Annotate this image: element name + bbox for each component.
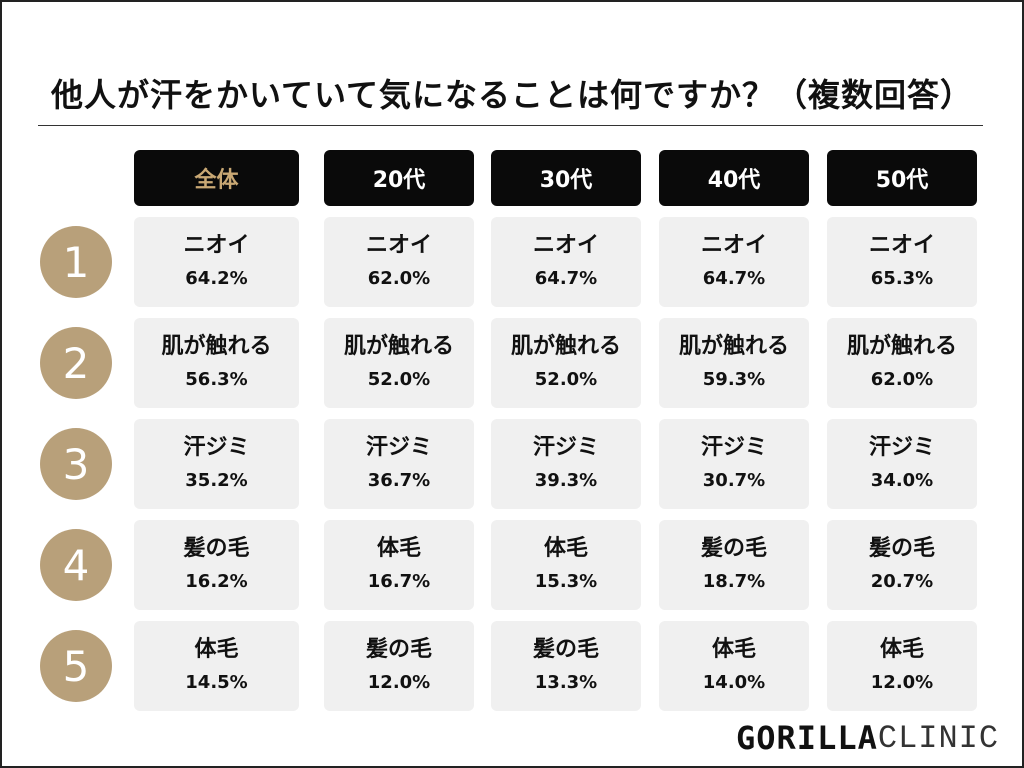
cell-percentage: 52.0% [534,369,598,390]
table-cell: ニオイ 65.3% [827,217,977,307]
table-cell: ニオイ 64.7% [659,217,809,307]
cell-label: 髪の毛 [365,637,432,662]
cell-percentage: 14.0% [702,672,766,693]
table-cell: ニオイ 64.7% [491,217,641,307]
cell-percentage: 18.7% [702,571,766,592]
cell-label: 体毛 [711,637,756,662]
rank-badge-1: 1 [40,226,112,298]
column-header-3: 40代 [659,150,809,206]
cell-label: 体毛 [194,637,239,662]
table-cell: 汗ジミ 30.7% [659,419,809,509]
cell-percentage: 62.0% [870,369,934,390]
rank-badge-5: 5 [40,630,112,702]
table-cell: 体毛 12.0% [827,621,977,711]
rank-badge-3: 3 [40,428,112,500]
cell-label: 体毛 [376,536,421,561]
table-cell: 髪の毛 18.7% [659,520,809,610]
table-cell: ニオイ 64.2% [134,217,299,307]
column-header-1: 20代 [324,150,474,206]
cell-percentage: 62.0% [367,268,431,289]
cell-percentage: 52.0% [367,369,431,390]
cell-percentage: 39.3% [534,470,598,491]
logo-text-bold: GORILLA [736,719,878,757]
table-cell: 髪の毛 16.2% [134,520,299,610]
table-cell: 肌が触れる 59.3% [659,318,809,408]
cell-percentage: 13.3% [534,672,598,693]
cell-percentage: 59.3% [702,369,766,390]
cell-label: 髪の毛 [532,637,599,662]
cell-label: 髪の毛 [183,536,250,561]
table-cell: 汗ジミ 39.3% [491,419,641,509]
cell-percentage: 64.2% [185,268,248,289]
column-header-2: 30代 [491,150,641,206]
cell-percentage: 64.7% [534,268,598,289]
cell-percentage: 14.5% [185,672,248,693]
rank-badge-4: 4 [40,529,112,601]
brand-logo: GORILLA CLINIC [736,718,999,758]
cell-label: ニオイ [700,233,767,258]
cell-percentage: 56.3% [185,369,248,390]
table-cell: 髪の毛 20.7% [827,520,977,610]
cell-label: 髪の毛 [700,536,767,561]
table-cell: 体毛 16.7% [324,520,474,610]
cell-label: ニオイ [532,233,599,258]
table-cell: 髪の毛 13.3% [491,621,641,711]
cell-label: 汗ジミ [868,435,935,460]
rank-badge-2: 2 [40,327,112,399]
title-divider [38,125,983,126]
table-cell: 汗ジミ 35.2% [134,419,299,509]
chart-title: 他人が汗をかいていて気になることは何ですか？（複数回答） [50,76,974,114]
cell-percentage: 16.2% [185,571,248,592]
cell-label: 汗ジミ [365,435,432,460]
table-cell: 肌が触れる 56.3% [134,318,299,408]
cell-percentage: 36.7% [367,470,431,491]
table-cell: 体毛 14.5% [134,621,299,711]
table-cell: 汗ジミ 36.7% [324,419,474,509]
cell-percentage: 12.0% [367,672,431,693]
cell-percentage: 35.2% [185,470,248,491]
column-header-0: 全体 [134,150,299,206]
cell-label: 汗ジミ [532,435,599,460]
cell-label: 体毛 [879,637,924,662]
cell-label: 肌が触れる [161,334,272,359]
cell-label: 肌が触れる [510,334,621,359]
logo-text-light: CLINIC [877,719,1000,757]
cell-percentage: 16.7% [367,571,431,592]
table-cell: 体毛 15.3% [491,520,641,610]
table-cell: 体毛 14.0% [659,621,809,711]
column-header-4: 50代 [827,150,977,206]
cell-label: 肌が触れる [343,334,454,359]
cell-percentage: 64.7% [702,268,766,289]
cell-label: 汗ジミ [700,435,767,460]
cell-label: 体毛 [543,536,588,561]
table-cell: 肌が触れる 52.0% [491,318,641,408]
cell-label: ニオイ [868,233,935,258]
cell-percentage: 20.7% [870,571,934,592]
cell-label: 髪の毛 [868,536,935,561]
cell-label: ニオイ [183,233,250,258]
cell-label: 肌が触れる [678,334,789,359]
cell-label: 汗ジミ [183,435,250,460]
cell-percentage: 30.7% [702,470,766,491]
cell-percentage: 65.3% [870,268,934,289]
cell-label: ニオイ [365,233,432,258]
table-cell: 肌が触れる 62.0% [827,318,977,408]
table-cell: 汗ジミ 34.0% [827,419,977,509]
table-cell: ニオイ 62.0% [324,217,474,307]
table-cell: 肌が触れる 52.0% [324,318,474,408]
cell-percentage: 34.0% [870,470,934,491]
cell-percentage: 15.3% [534,571,598,592]
cell-percentage: 12.0% [870,672,934,693]
cell-label: 肌が触れる [846,334,957,359]
table-cell: 髪の毛 12.0% [324,621,474,711]
